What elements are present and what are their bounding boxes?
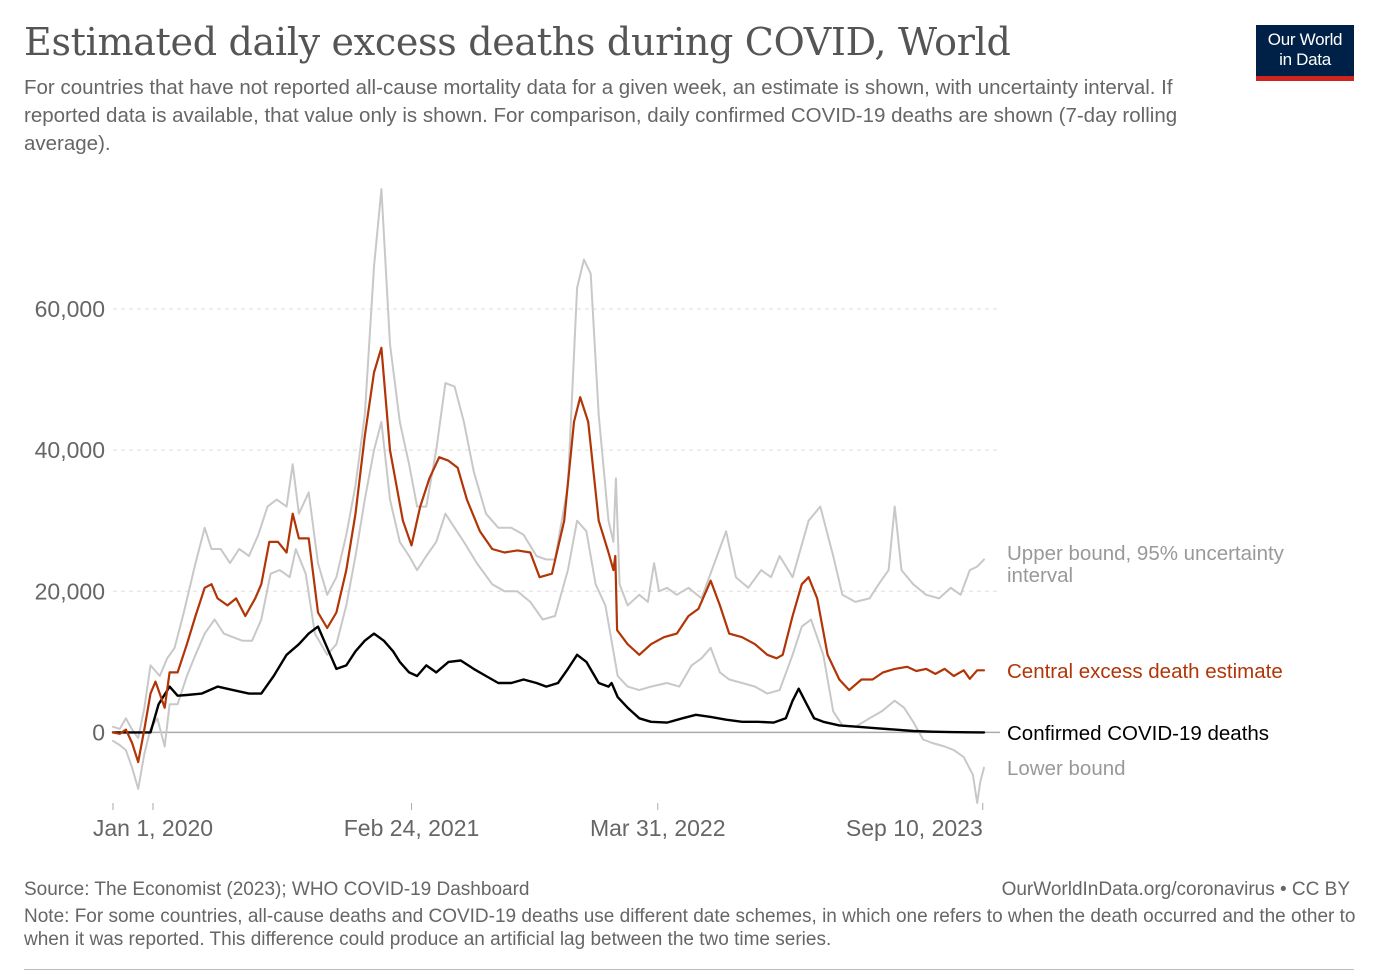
owid-logo[interactable]: Our World in Data	[1256, 25, 1354, 81]
y-tick-label: 0	[92, 719, 105, 745]
legend-label-lower: Lower bound	[1007, 757, 1126, 780]
footnote: Note: For some countries, all-cause deat…	[24, 906, 1356, 950]
footer-divider	[24, 969, 1354, 970]
legend-label-upper: Upper bound, 95% uncertainty interval	[1007, 542, 1285, 587]
logo-line-2: in Data	[1279, 50, 1331, 69]
series-line-central[interactable]	[111, 346, 986, 764]
gridlines	[113, 308, 1000, 734]
source-note: Source: The Economist (2023); WHO COVID-…	[24, 879, 530, 900]
x-tick-label: Jan 1, 2020	[93, 815, 213, 841]
legend-label-confirmed: Confirmed COVID-19 deaths	[1007, 722, 1269, 745]
x-axis: Jan 1, 2020 Feb 24, 2021 Mar 31, 2022 Sep 1…	[93, 803, 984, 841]
line-labels: Upper bound, 95% uncertainty interval Cent…	[1007, 542, 1285, 780]
legend-label-central: Central excess death estimate	[1007, 660, 1283, 683]
credit-link[interactable]: OurWorldInData.org/coronavirus • CC BY	[1001, 879, 1350, 900]
x-tick-label: Sep 10, 2023	[846, 815, 983, 841]
chart-subtitle: For countries that have not reported all…	[24, 76, 1178, 155]
y-tick-label: 60,000	[35, 296, 105, 322]
series-line-upper[interactable]	[112, 188, 985, 740]
x-tick-label: Feb 24, 2021	[344, 815, 480, 841]
y-tick-label: 40,000	[35, 437, 105, 463]
y-tick-label: 20,000	[35, 578, 105, 604]
chart-title: Estimated daily excess deaths during COV…	[24, 20, 1011, 64]
logo-accent-bar	[1256, 76, 1354, 81]
series-lines	[111, 188, 986, 804]
y-axis: 0 20,000 40,000 60,000	[35, 296, 105, 745]
logo-line-1: Our World	[1267, 30, 1343, 49]
x-tick-label: Mar 31, 2022	[590, 815, 726, 841]
series-line-confirmed[interactable]	[111, 625, 986, 734]
